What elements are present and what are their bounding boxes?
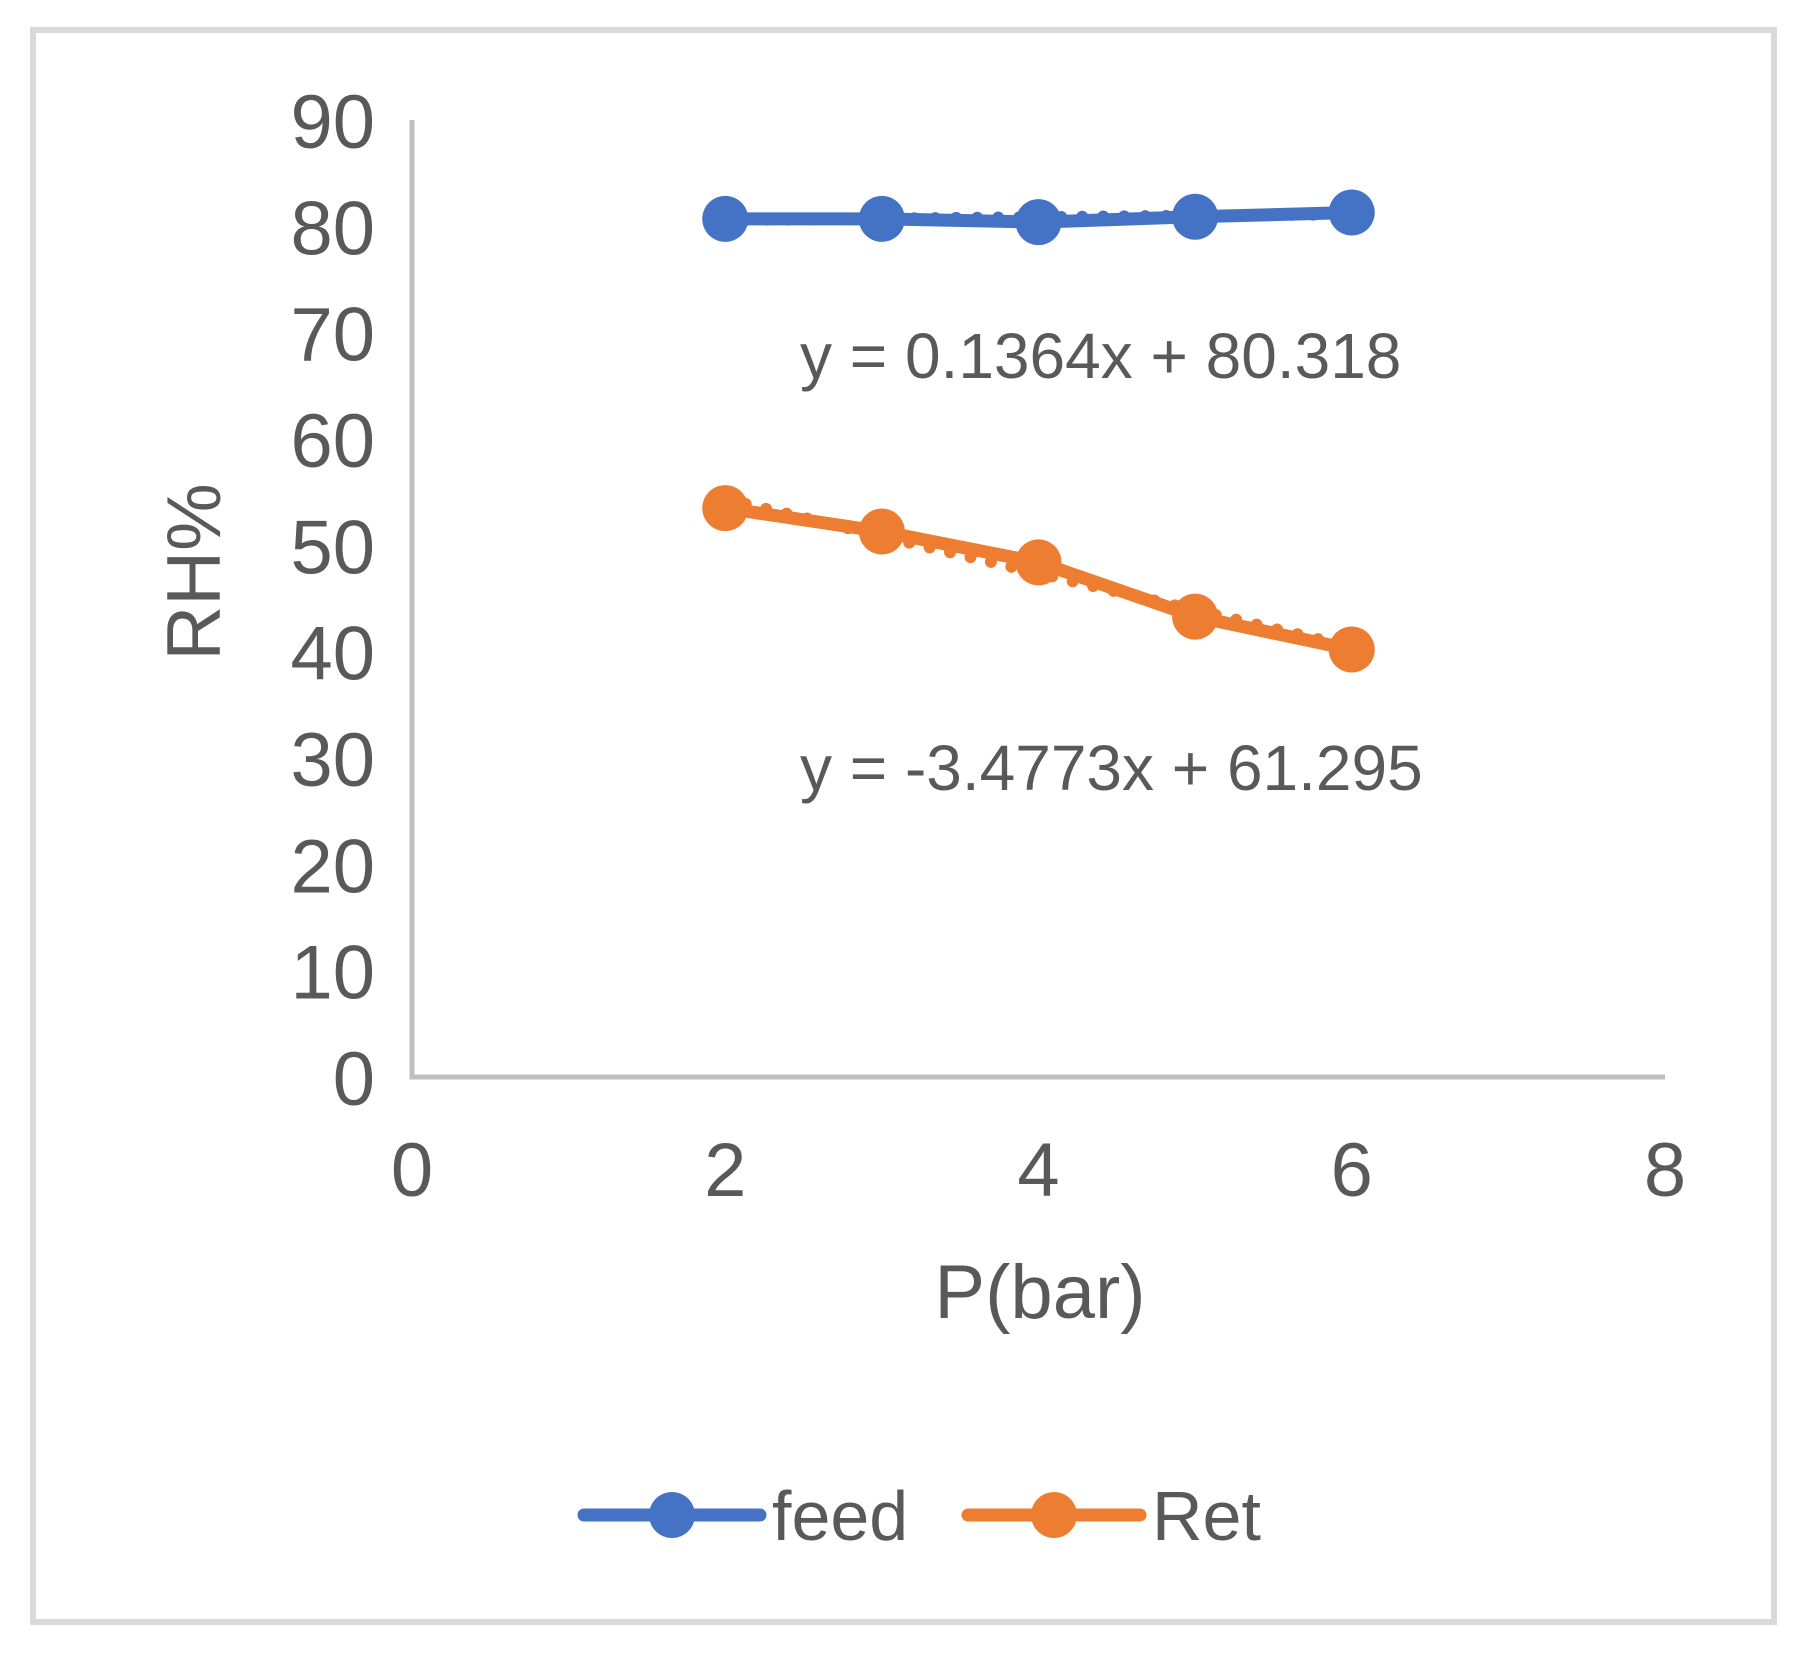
series-Ret-marker xyxy=(858,508,905,555)
series-Ret-marker xyxy=(1328,626,1375,673)
series-Ret-marker xyxy=(1015,539,1062,586)
y-tick-label: 20 xyxy=(290,824,375,909)
y-tick-label: 0 xyxy=(333,1037,375,1122)
series-feed-marker xyxy=(1328,189,1375,236)
legend-label-Ret: Ret xyxy=(1152,1477,1261,1555)
x-tick-label: 6 xyxy=(1331,1128,1373,1213)
legend-label-feed: feed xyxy=(772,1477,908,1555)
series-feed-marker xyxy=(1015,199,1062,246)
x-axis-title: P(bar) xyxy=(934,1250,1145,1335)
series-feed-marker xyxy=(1172,193,1219,240)
y-tick-label: 50 xyxy=(290,505,375,590)
trendline-equation-Ret: y = -3.4773x + 61.295 xyxy=(800,732,1423,804)
series-Ret-trendline xyxy=(719,493,1358,654)
trendline-equation-feed: y = 0.1364x + 80.318 xyxy=(800,320,1401,392)
legend-marker-Ret xyxy=(1031,1492,1077,1538)
y-tick-label: 90 xyxy=(290,80,375,165)
series-Ret-marker xyxy=(1172,593,1219,640)
y-axis-title: RH% xyxy=(152,483,237,660)
chart-border xyxy=(30,27,1777,1625)
x-tick-label: 8 xyxy=(1644,1128,1686,1213)
x-tick-label: 4 xyxy=(1017,1128,1059,1213)
x-tick-label: 0 xyxy=(391,1128,433,1213)
x-tick-label: 2 xyxy=(704,1128,746,1213)
y-tick-label: 80 xyxy=(290,186,375,271)
series-feed-marker xyxy=(858,195,905,242)
legend-marker-feed xyxy=(649,1492,695,1538)
y-tick-label: 60 xyxy=(290,399,375,484)
y-tick-label: 30 xyxy=(290,718,375,803)
y-tick-label: 40 xyxy=(290,612,375,697)
series-feed-marker xyxy=(702,195,749,242)
y-tick-label: 70 xyxy=(290,293,375,378)
series-Ret-marker xyxy=(702,485,749,532)
y-tick-label: 10 xyxy=(290,931,375,1016)
